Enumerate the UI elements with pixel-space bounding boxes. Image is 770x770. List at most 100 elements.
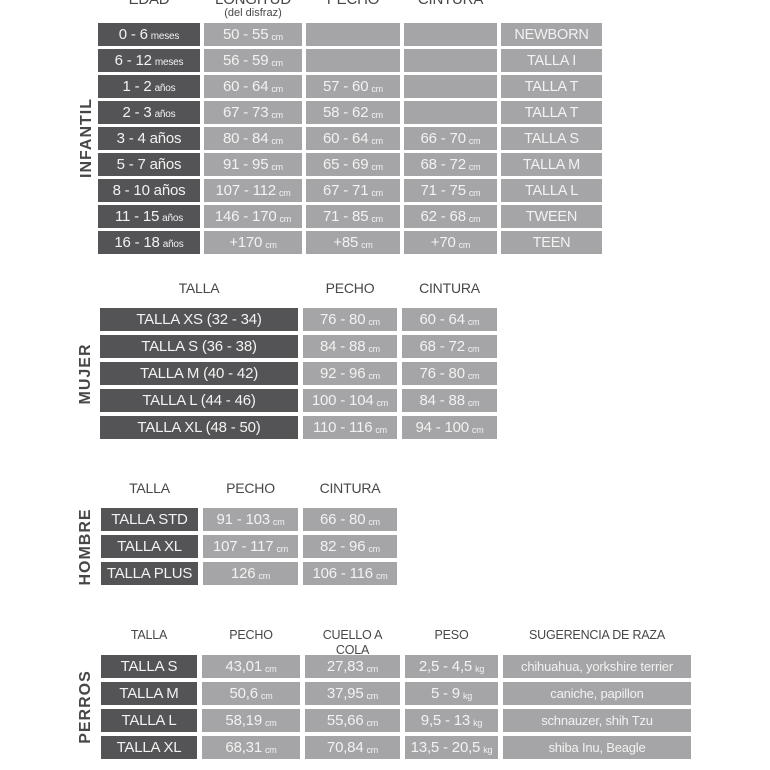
cell-unit: cm [368, 343, 380, 354]
cell-value: 6 - 12 [114, 52, 152, 69]
cell-unit: cm [467, 370, 480, 381]
table-cell: TALLA M [101, 682, 197, 705]
cell-unit: años [154, 83, 176, 94]
cell-unit: meses [150, 31, 180, 42]
cell-unit: kg [483, 744, 493, 755]
table-cell [306, 49, 400, 72]
column-header-label: CINTURA [319, 480, 381, 496]
cell-value: 94 - 100 [415, 419, 469, 436]
column-header-label: PECHO [325, 280, 375, 296]
column-header-label: TALLA [130, 628, 168, 642]
table-cell: TALLA PLUS [101, 562, 198, 585]
cell-value: 55,66 [326, 712, 364, 729]
column-header: CINTURA [303, 481, 397, 496]
cell-value: 58,19 [225, 712, 262, 729]
table-cell [404, 49, 497, 72]
cell-value: 84 - 88 [419, 392, 466, 409]
cell-unit: cm [375, 424, 387, 435]
table-cell: 2 - 3 años [98, 101, 200, 124]
cell-value: TALLA T [524, 104, 579, 121]
cell-value: TALLA M (40 - 42) [139, 365, 259, 382]
cell-value: chihuahua, yorkshire terrier [521, 659, 673, 674]
table-cell: 50,6 cm [202, 682, 300, 705]
cell-value: 82 - 96 [320, 538, 366, 555]
cell-value: TALLA M [119, 685, 179, 702]
column-header-label: TALLA [129, 480, 170, 496]
cell-unit: cm [371, 213, 383, 224]
table-cell: schnauzer, shih Tzu [503, 709, 691, 732]
table-cell [404, 101, 497, 124]
table-cell: TALLA S (36 - 38) [100, 335, 298, 358]
cell-value: TWEEN [525, 208, 578, 225]
table-cell: TALLA L [101, 709, 197, 732]
cell-value: caniche, papillon [550, 686, 644, 701]
cell-value: TALLA XS (32 - 34) [136, 311, 262, 328]
cell-value: 66 - 70 [420, 130, 467, 147]
table-cell: 56 - 59 cm [204, 49, 302, 72]
column-headers-mujer: TALLA PECHO CINTURA [100, 281, 497, 308]
table-cell: 1 - 2 años [98, 75, 200, 98]
table-cell: 71 - 75 cm [404, 179, 497, 202]
table-cell: 107 - 117 cm [203, 535, 298, 558]
cell-unit: cm [272, 516, 285, 527]
table-cell: 58,19 cm [202, 709, 300, 732]
cell-unit: cm [368, 516, 380, 527]
cell-value: TALLA S (36 - 38) [141, 338, 257, 355]
cell-unit: cm [258, 570, 271, 581]
cell-value: 107 - 117 [212, 538, 274, 555]
table-cell: 67 - 73 cm [204, 101, 302, 124]
table-cell: 58 - 62 cm [306, 101, 400, 124]
cell-value: TALLA L (44 - 46) [142, 392, 256, 409]
table-cell: TALLA T [501, 75, 602, 98]
table-cell: 91 - 103 cm [203, 508, 298, 531]
table-cell: 107 - 112 cm [204, 179, 302, 202]
table-cell: 146 - 170 cm [204, 205, 302, 228]
table-cell: 68 - 72 cm [404, 153, 497, 176]
cell-value: 91 - 103 [216, 511, 270, 528]
cell-value: 80 - 84 [223, 130, 269, 147]
table-cell: 94 - 100 cm [402, 416, 497, 439]
column-header: CINTURA [404, 0, 497, 7]
cell-unit: cm [468, 161, 481, 172]
column-header-label: PECHO [226, 480, 275, 496]
cell-unit: cm [467, 316, 480, 327]
column-header-label: PESO [434, 628, 469, 642]
cell-value: TALLA T [524, 78, 579, 95]
cell-value: 84 - 88 [320, 338, 366, 355]
column-header-label: SUGERENCIA DE RAZA [528, 628, 665, 642]
column-header-label: CUELLO A COLA [322, 628, 383, 657]
cell-value: 107 - 112 [215, 182, 276, 199]
section-label-hombre: HOMBRE [77, 508, 94, 586]
column-header: PECHO [203, 481, 298, 496]
table-cell: 3 - 4 años [98, 127, 200, 150]
column-header-label: TALLA [178, 280, 220, 296]
table-cell: 50 - 55 cm [204, 23, 302, 46]
cell-value: 106 - 116 [312, 565, 373, 582]
cell-value: 9,5 - 13 [420, 712, 471, 729]
cell-value: TALLA M [522, 156, 581, 173]
cell-unit: kg [473, 717, 483, 728]
table-cell: 13,5 - 20,5 kg [405, 736, 498, 759]
column-header-sublabel: (del disfraz) [224, 7, 282, 19]
cell-unit: cm [366, 717, 379, 728]
column-header-label: PECHO [306, 0, 400, 7]
cell-unit: cm [264, 744, 277, 755]
cell-value: 11 - 15 [114, 208, 160, 225]
cell-value: 2 - 3 [122, 104, 152, 121]
cell-value: 5 - 7 años [116, 156, 182, 173]
column-header-label: CINTURA [404, 0, 497, 7]
cell-unit: cm [276, 543, 289, 554]
cell-value: 0 - 6 [118, 26, 148, 43]
column-header: CINTURA [402, 281, 497, 296]
column-header-label: PECHO [229, 628, 273, 642]
cell-unit: kg [475, 663, 485, 674]
section-label-perros: PERROS [77, 670, 94, 744]
cell-unit: cm [467, 343, 480, 354]
cell-unit: cm [471, 424, 484, 435]
cell-value: 68,31 [225, 739, 262, 756]
table-cell: 66 - 70 cm [404, 127, 497, 150]
cell-value: 76 - 80 [419, 365, 466, 382]
table-grid-perros: TALLA S 43,01 cm 27,83 cm 2,5 - 4,5 kg chihuahu… [101, 655, 691, 759]
table-cell: TALLA M [501, 153, 602, 176]
table-cell [306, 23, 400, 46]
